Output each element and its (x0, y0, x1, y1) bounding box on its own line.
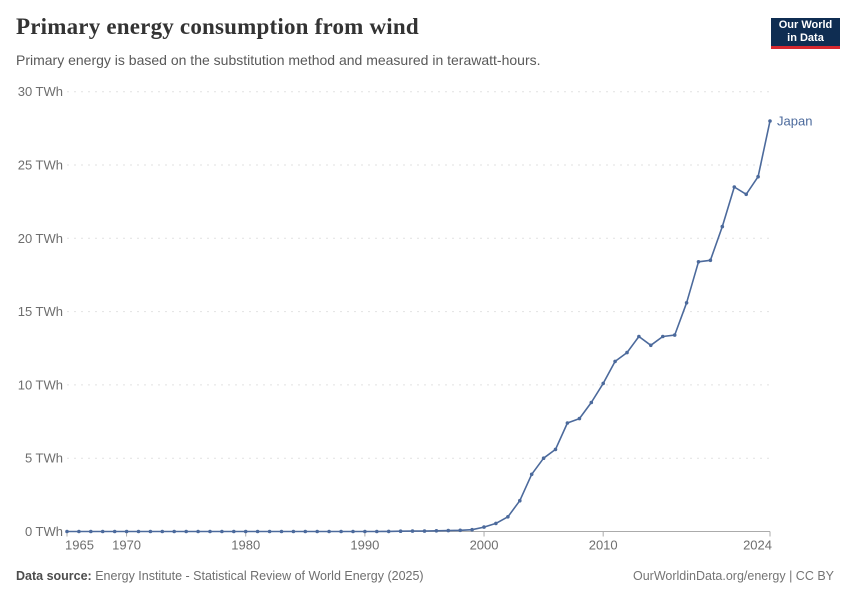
data-point[interactable] (375, 529, 379, 534)
data-point[interactable] (410, 529, 415, 533)
data-point[interactable] (482, 525, 486, 529)
data-point[interactable] (613, 359, 617, 364)
data-point[interactable] (732, 185, 737, 189)
data-point[interactable] (112, 529, 117, 534)
data-point[interactable] (458, 528, 463, 533)
data-point[interactable] (208, 529, 212, 534)
data-point[interactable] (351, 529, 355, 534)
data-point[interactable] (279, 529, 284, 534)
y-tick-label: 10 TWh (18, 377, 63, 392)
data-point[interactable] (148, 529, 153, 534)
y-tick-label: 15 TWh (18, 304, 63, 319)
data-point[interactable] (434, 529, 439, 533)
data-point[interactable] (65, 529, 69, 534)
entity-label-japan[interactable]: Japan (777, 114, 812, 129)
data-point[interactable] (100, 529, 105, 534)
footer-attribution[interactable]: OurWorldinData.org/energy | CC BY (632, 569, 834, 583)
data-point[interactable] (220, 529, 224, 534)
data-point[interactable] (577, 416, 582, 421)
y-tick-label: 5 TWh (25, 451, 63, 466)
data-point[interactable] (625, 350, 629, 355)
data-point[interactable] (339, 529, 343, 534)
x-tick-label: 1990 (350, 538, 379, 553)
data-point[interactable] (196, 529, 200, 534)
data-point[interactable] (232, 529, 236, 534)
data-point[interactable] (315, 529, 320, 534)
x-tick-label: 1965 (65, 538, 94, 553)
data-point[interactable] (553, 447, 558, 452)
data-point[interactable] (470, 527, 474, 532)
data-point[interactable] (565, 421, 570, 425)
x-tick-label: 2024 (743, 538, 772, 553)
x-tick-label: 1970 (112, 538, 141, 553)
x-axis: 1965 1970 1980 1990 2000 2010 2024 (65, 531, 772, 553)
data-point[interactable] (541, 456, 546, 461)
data-point[interactable] (89, 529, 93, 534)
data-point[interactable] (661, 334, 665, 339)
data-point[interactable] (77, 529, 81, 534)
data-point[interactable] (637, 334, 641, 339)
data-point[interactable] (720, 224, 725, 229)
data-point[interactable] (672, 333, 677, 337)
data-point[interactable] (184, 529, 188, 534)
y-tick-label: 30 TWh (18, 84, 63, 99)
data-point[interactable] (255, 529, 260, 534)
data-point[interactable] (684, 301, 689, 305)
data-point[interactable] (744, 192, 748, 197)
data-point[interactable] (518, 498, 522, 503)
data-point[interactable] (589, 400, 594, 405)
y-tick-label: 25 TWh (18, 158, 63, 173)
y-tick-label: 0 TWh (25, 524, 63, 539)
data-point[interactable] (243, 529, 248, 534)
data-point[interactable] (506, 515, 510, 519)
data-point[interactable] (172, 529, 176, 534)
datasource-label: Data source: (16, 569, 92, 583)
footer-datasource: Data source: Energy Institute - Statisti… (16, 569, 424, 583)
owid-logo[interactable]: Our World in Data (771, 18, 840, 49)
gridlines (67, 91, 770, 532)
data-point[interactable] (160, 529, 165, 534)
y-tick-label: 20 TWh (18, 231, 63, 246)
data-point[interactable] (267, 529, 272, 534)
chart-title: Primary energy consumption from wind (16, 14, 419, 39)
x-tick-label: 2010 (589, 538, 618, 553)
data-point[interactable] (136, 529, 141, 534)
x-tick-label: 2000 (470, 538, 499, 553)
data-point[interactable] (446, 528, 451, 533)
data-point[interactable] (386, 529, 391, 534)
data-point[interactable] (494, 521, 498, 526)
data-point[interactable] (327, 529, 331, 534)
y-axis-labels: 0 TWh 5 TWh 10 TWh 15 TWh 20 TWh 25 TWh 30 TWh (18, 84, 63, 539)
series-japan[interactable]: Japan (65, 114, 812, 534)
data-point[interactable] (529, 472, 534, 477)
data-point[interactable] (363, 529, 367, 534)
data-point[interactable] (768, 119, 772, 123)
data-point[interactable] (696, 260, 701, 264)
data-point[interactable] (291, 529, 296, 534)
data-point[interactable] (422, 529, 427, 533)
datasource-text: Energy Institute - Statistical Review of… (91, 569, 424, 583)
chart-subtitle: Primary energy is based on the substitut… (16, 52, 541, 68)
owid-logo-line2: in Data (787, 32, 824, 44)
data-point[interactable] (649, 343, 653, 348)
data-line-japan[interactable] (67, 120, 771, 533)
data-point[interactable] (601, 381, 605, 386)
data-point[interactable] (124, 529, 129, 534)
x-tick-label: 1980 (231, 538, 260, 553)
data-point[interactable] (708, 258, 713, 263)
data-point[interactable] (398, 529, 403, 533)
data-point[interactable] (756, 174, 760, 179)
owid-logo-line1: Our World (778, 19, 833, 32)
data-point[interactable] (303, 529, 308, 534)
